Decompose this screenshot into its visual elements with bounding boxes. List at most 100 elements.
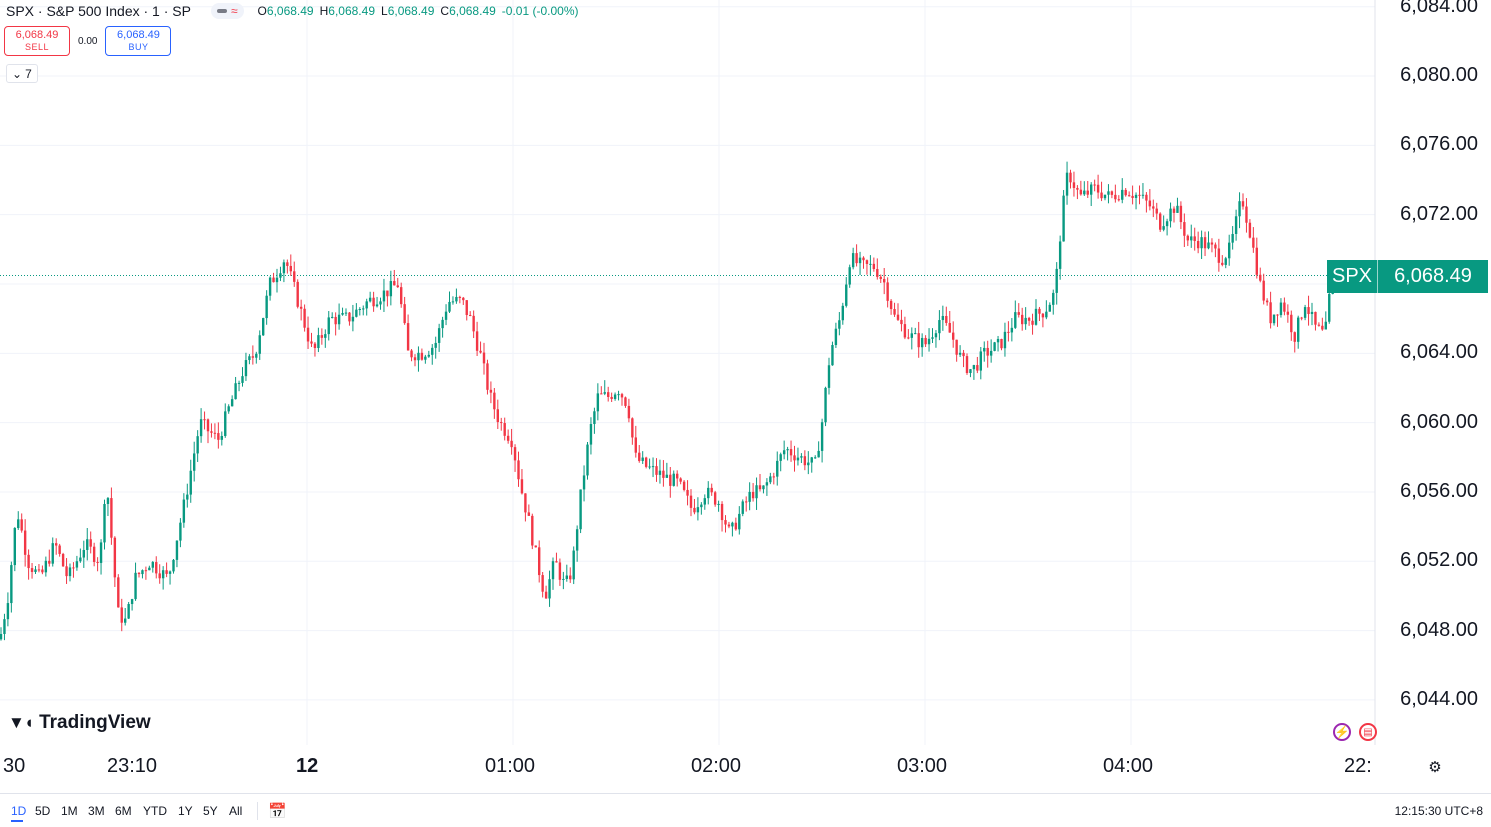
candle-body xyxy=(920,337,924,348)
candle-body xyxy=(386,290,389,297)
candle-body xyxy=(520,479,524,494)
candle-body xyxy=(272,277,275,283)
calendar-goto-icon[interactable]: 📅 xyxy=(268,803,287,820)
candle-body xyxy=(1303,307,1307,318)
candle-body xyxy=(365,301,368,309)
last-price-value: 6,068.49 xyxy=(1394,265,1472,287)
sell-button[interactable]: 6,068.49 SELL xyxy=(4,26,70,56)
candle-body xyxy=(993,342,996,351)
candle-body xyxy=(524,493,527,513)
candle-body xyxy=(548,579,551,599)
candle-body xyxy=(1290,314,1293,333)
candle-body xyxy=(1297,317,1300,342)
tradingview-logo[interactable]: ▼◖ TradingView xyxy=(8,712,151,734)
candle-body xyxy=(86,539,89,550)
candle-body xyxy=(451,301,455,303)
candle-body xyxy=(158,573,161,579)
range-button-3m[interactable]: 3M xyxy=(88,804,105,818)
candle-body xyxy=(517,460,520,480)
range-button-5d[interactable]: 5D xyxy=(35,804,51,818)
candle-body xyxy=(838,320,841,329)
candle-body xyxy=(141,570,144,575)
candle-body xyxy=(82,549,85,558)
indicators-collapse-button[interactable]: ⌄ 7 xyxy=(6,64,38,83)
legend-toggle-pill[interactable]: ≈ xyxy=(210,3,244,19)
candle-body xyxy=(1076,187,1079,190)
candle-body xyxy=(1024,317,1027,325)
eye-toggle-icon[interactable] xyxy=(216,9,227,13)
candle-body xyxy=(1231,233,1234,243)
candle-body xyxy=(161,570,165,579)
time-axis-label: 03:00 xyxy=(897,755,948,777)
candle-body xyxy=(1252,237,1255,248)
range-button-ytd[interactable]: YTD xyxy=(143,804,167,818)
range-button-5y[interactable]: 5Y xyxy=(203,804,218,818)
candle-body xyxy=(610,396,613,399)
candle-body xyxy=(1317,324,1321,326)
candle-body xyxy=(952,332,955,340)
candle-body xyxy=(65,566,68,577)
candle-body xyxy=(651,466,655,468)
buy-button[interactable]: 6,068.49 BUY xyxy=(105,26,172,56)
candle-body xyxy=(317,335,320,349)
candle-body xyxy=(1041,313,1045,318)
flash-icon[interactable]: ⚡ xyxy=(1333,723,1351,741)
candle-body xyxy=(803,456,807,466)
candle-body xyxy=(814,457,817,459)
candle-body xyxy=(289,265,292,272)
candle-body xyxy=(941,315,945,321)
candle-body xyxy=(938,320,941,334)
candle-body xyxy=(1148,200,1152,207)
candle-body xyxy=(665,474,669,478)
candle-body xyxy=(1279,302,1283,316)
candle-body xyxy=(638,452,641,461)
candle-body xyxy=(762,485,765,490)
candle-body xyxy=(658,470,662,475)
candle-body xyxy=(858,257,862,264)
symbol-title[interactable]: SPX · S&P 500 Index · 1 · SP xyxy=(6,3,191,19)
candle-body xyxy=(682,481,686,490)
price-axis-label: 6,064.00 xyxy=(1400,341,1478,364)
candle-body xyxy=(513,447,517,461)
candle-body xyxy=(368,297,372,302)
candle-body xyxy=(296,281,299,307)
us-flag-icon[interactable]: ▤ xyxy=(1359,723,1377,741)
ohlc-open-value: 6,068.49 xyxy=(266,4,314,18)
candle-body xyxy=(1259,274,1262,281)
wave-icon[interactable]: ≈ xyxy=(230,4,238,18)
candle-body xyxy=(969,369,972,374)
candle-body xyxy=(89,539,92,547)
candle-body xyxy=(669,474,672,486)
candle-body xyxy=(1117,199,1120,201)
candle-body xyxy=(558,562,562,580)
range-button-6m[interactable]: 6M xyxy=(115,804,132,818)
range-button-all[interactable]: All xyxy=(229,804,243,818)
candle-body xyxy=(710,487,713,493)
sell-price: 6,068.49 xyxy=(15,29,59,41)
candle-body xyxy=(703,498,706,505)
candle-body xyxy=(734,522,738,530)
candle-body xyxy=(1272,314,1276,324)
candle-body xyxy=(586,444,589,476)
candle-body xyxy=(1127,195,1131,197)
range-button-1y[interactable]: 1Y xyxy=(178,804,193,818)
candle-body xyxy=(510,440,513,448)
candle-body xyxy=(351,316,355,322)
clock[interactable]: 12:15:30 UTC+8 xyxy=(1394,804,1483,818)
candle-body xyxy=(482,352,486,364)
range-button-1d[interactable]: 1D xyxy=(11,804,27,818)
candle-body xyxy=(324,334,327,338)
candle-body xyxy=(927,338,931,345)
candle-body xyxy=(472,315,475,332)
range-button-1m[interactable]: 1M xyxy=(61,804,78,818)
candle-body xyxy=(310,341,313,344)
candle-body xyxy=(1100,192,1103,199)
candle-body xyxy=(465,300,468,315)
gear-icon[interactable]: ⚙ xyxy=(1428,759,1442,776)
candle-body xyxy=(99,542,103,563)
candle-body xyxy=(538,547,541,576)
candle-body xyxy=(555,561,558,563)
candle-body xyxy=(431,347,434,355)
candle-body xyxy=(820,422,824,451)
